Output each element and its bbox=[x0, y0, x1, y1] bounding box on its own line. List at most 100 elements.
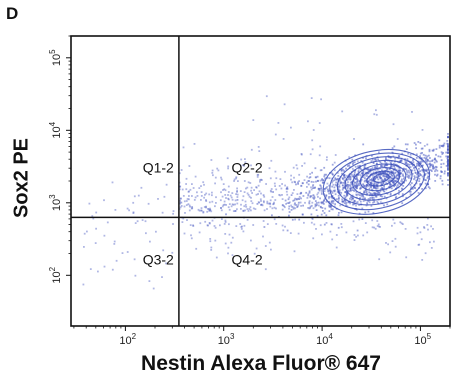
event-dot bbox=[376, 184, 379, 186]
event-dot bbox=[227, 191, 230, 193]
event-dot bbox=[202, 181, 205, 184]
event-dot bbox=[413, 169, 416, 172]
event-dot bbox=[445, 165, 448, 167]
event-dot bbox=[353, 138, 355, 140]
event-dot bbox=[379, 161, 382, 164]
event-dot bbox=[379, 195, 382, 197]
event-dot bbox=[373, 193, 376, 196]
event-dot bbox=[272, 191, 274, 193]
event-dot bbox=[242, 209, 245, 212]
quadrant-label: Q1-2 bbox=[143, 160, 174, 176]
event-dot bbox=[428, 154, 430, 157]
event-dot bbox=[364, 171, 367, 174]
event-dot bbox=[390, 174, 393, 176]
event-dot bbox=[390, 177, 393, 180]
event-dot bbox=[440, 159, 443, 161]
event-dot bbox=[185, 188, 188, 191]
event-dot bbox=[408, 163, 411, 166]
event-dot bbox=[355, 208, 358, 211]
event-dot bbox=[391, 147, 394, 149]
event-dot bbox=[439, 155, 442, 158]
event-dot bbox=[220, 207, 222, 209]
event-dot bbox=[295, 164, 298, 167]
event-dot bbox=[232, 203, 235, 206]
event-dot bbox=[224, 233, 227, 235]
event-dot bbox=[434, 165, 437, 168]
event-dot bbox=[258, 201, 261, 204]
event-dot bbox=[257, 173, 260, 176]
event-dot bbox=[317, 188, 320, 190]
event-dot bbox=[362, 183, 365, 186]
event-dot bbox=[401, 180, 404, 183]
event-dot bbox=[381, 165, 384, 168]
event-dot bbox=[371, 197, 374, 199]
event-dot bbox=[366, 184, 369, 186]
event-dot bbox=[371, 193, 374, 196]
event-dot bbox=[331, 185, 334, 188]
event-dot bbox=[367, 198, 370, 200]
event-dot bbox=[339, 179, 341, 182]
event-dot bbox=[389, 165, 392, 168]
event-dot bbox=[165, 183, 168, 186]
event-dot bbox=[349, 185, 352, 188]
event-dot bbox=[363, 167, 366, 170]
event-dot bbox=[442, 145, 445, 148]
event-dot bbox=[333, 205, 336, 208]
event-dot bbox=[349, 188, 352, 191]
event-dot bbox=[275, 223, 278, 225]
event-dot bbox=[292, 199, 294, 202]
event-dot bbox=[262, 235, 264, 238]
event-dot bbox=[309, 195, 312, 197]
event-dot bbox=[273, 218, 276, 221]
event-dots bbox=[82, 95, 449, 290]
event-dot bbox=[375, 166, 378, 169]
event-dot bbox=[292, 207, 295, 210]
event-dot bbox=[312, 194, 315, 196]
event-dot bbox=[426, 177, 429, 179]
event-dot bbox=[368, 187, 371, 190]
event-dot bbox=[370, 204, 373, 207]
event-dot bbox=[399, 172, 402, 175]
event-dot bbox=[407, 174, 410, 177]
event-dot bbox=[198, 209, 201, 212]
event-dot bbox=[433, 158, 436, 161]
event-dot bbox=[332, 180, 334, 182]
event-dot bbox=[234, 199, 237, 202]
event-dot bbox=[157, 198, 159, 200]
event-dot bbox=[396, 184, 399, 186]
event-dot bbox=[224, 194, 227, 196]
event-dot bbox=[377, 202, 379, 204]
event-dot bbox=[264, 268, 267, 271]
event-dot bbox=[320, 98, 322, 101]
event-dot bbox=[296, 193, 299, 195]
event-dot bbox=[354, 169, 357, 172]
event-dot bbox=[372, 212, 375, 214]
event-dot bbox=[374, 193, 377, 196]
event-dot bbox=[273, 202, 275, 205]
event-dot bbox=[312, 185, 314, 187]
event-dot bbox=[354, 200, 356, 202]
event-dot bbox=[349, 181, 352, 184]
event-dot bbox=[409, 193, 412, 196]
event-dot bbox=[382, 189, 385, 192]
event-dot bbox=[273, 182, 276, 185]
event-dot bbox=[346, 187, 349, 190]
event-dot bbox=[331, 197, 334, 200]
event-dot bbox=[308, 200, 311, 202]
event-dot bbox=[256, 174, 259, 176]
event-dot bbox=[383, 173, 385, 176]
event-dot bbox=[284, 184, 286, 187]
event-dot bbox=[352, 187, 354, 189]
event-dot bbox=[165, 262, 167, 265]
event-dot bbox=[435, 159, 437, 162]
y-tick-label: 103 bbox=[48, 194, 63, 211]
event-dot bbox=[428, 150, 431, 153]
event-dot bbox=[265, 183, 267, 185]
event-dot bbox=[234, 210, 237, 212]
event-dot bbox=[243, 224, 246, 227]
event-dot bbox=[343, 202, 346, 205]
event-dot bbox=[113, 243, 116, 245]
event-dot bbox=[371, 219, 374, 222]
event-dot bbox=[352, 220, 355, 223]
event-dot bbox=[353, 184, 356, 187]
